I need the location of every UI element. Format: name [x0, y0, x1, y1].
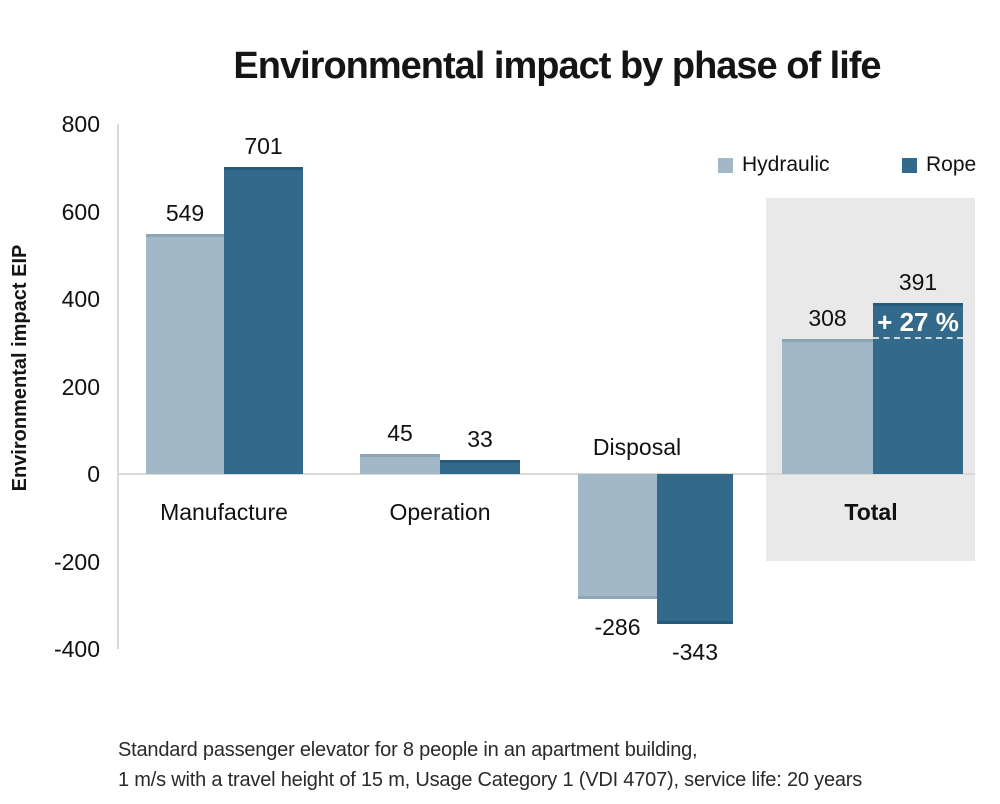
value-label-hydraulic-total: 308: [808, 305, 847, 332]
y-tick-800: 800: [61, 111, 100, 137]
y-tick-0: 0: [87, 461, 100, 487]
y-tick--400: -400: [53, 636, 100, 662]
value-label-rope-total: 391: [898, 268, 938, 295]
bar-hydraulic-total: [782, 339, 873, 474]
bar-rope-manufacture: [224, 167, 303, 474]
hydraulic-swatch-icon: [718, 157, 733, 173]
legend-item-hydraulic: Hydraulic: [718, 153, 830, 177]
y-tick-400: 400: [61, 286, 100, 312]
bar-hydraulic-disposal: [578, 474, 657, 600]
value-label-rope-disposal: -343: [671, 639, 719, 666]
bar-hydraulic-operation: [360, 454, 440, 474]
value-label-hydraulic-manufacture: 549: [165, 199, 205, 226]
footer-line-1: Standard passenger elevator for 8 people…: [118, 739, 698, 761]
value-label-rope-operation: 33: [467, 425, 493, 452]
value-label-hydraulic-disposal: -286: [594, 614, 641, 641]
bar-rope-disposal: [657, 474, 733, 625]
value-label-rope-manufacture: 701: [244, 133, 283, 160]
zero-baseline: [117, 473, 975, 475]
percent-increase-annotation: + 27 %: [877, 307, 959, 337]
footer-line-2: 1 m/s with a travel height of 15 m, Usag…: [118, 769, 863, 791]
footer-note: Standard passenger elevator for 8 people…: [118, 735, 988, 795]
category-label-operation: Operation: [389, 499, 491, 525]
chart-title: Environmental impact by phase of life: [233, 45, 881, 87]
legend-item-rope: Rope: [902, 153, 976, 177]
category-label-disposal: Disposal: [592, 434, 682, 460]
legend-label-hydraulic: Hydraulic: [742, 153, 830, 176]
dashed-reference-line: [873, 337, 963, 339]
value-label-hydraulic-operation: 45: [387, 420, 413, 447]
bar-rope-operation: [440, 459, 520, 474]
y-tick-200: 200: [61, 373, 100, 400]
legend: Hydraulic Rope: [0, 153, 1000, 177]
category-label-total: Total: [844, 499, 898, 525]
y-tick--200: -200: [53, 548, 100, 575]
y-axis-line: [117, 124, 119, 649]
bar-hydraulic-manufacture: [146, 233, 224, 474]
rope-swatch-icon: [902, 157, 917, 173]
legend-label-rope: Rope: [926, 153, 977, 176]
bar-rope-total: [873, 302, 963, 474]
category-label-manufacture: Manufacture: [160, 499, 288, 525]
y-tick-600: 600: [61, 198, 100, 225]
